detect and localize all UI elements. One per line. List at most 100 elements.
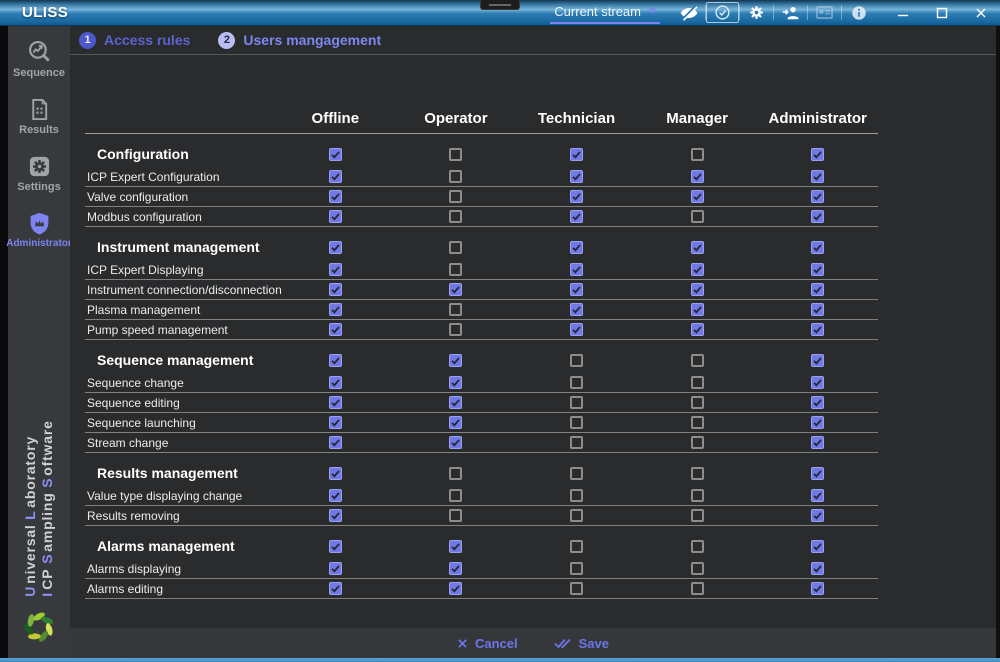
checkbox-instrument-connection-disconnection-manager[interactable]	[690, 283, 704, 296]
checkbox-sequence-management-operator[interactable]	[449, 353, 463, 367]
checkbox-value-type-displaying-change-manager[interactable]	[690, 489, 704, 502]
sidebar-item-sequence[interactable]: Sequence	[8, 39, 70, 79]
maximize-button[interactable]	[922, 0, 961, 25]
checkbox-icp-expert-configuration-operator[interactable]	[449, 170, 463, 183]
checkbox-modbus-configuration-administrator[interactable]	[811, 210, 825, 223]
step-users-management[interactable]: 2 Users mangagement	[218, 31, 381, 49]
checkbox-icp-expert-displaying-manager[interactable]	[690, 263, 704, 276]
checkbox-configuration-technician[interactable]	[569, 147, 583, 161]
checkbox-results-management-manager[interactable]	[690, 466, 704, 480]
checkbox-instrument-management-technician[interactable]	[569, 240, 583, 254]
sidebar-item-settings[interactable]: Settings	[8, 153, 70, 193]
cancel-button[interactable]: Cancel	[457, 636, 518, 651]
checkbox-configuration-offline[interactable]	[328, 147, 342, 161]
checkbox-sequence-management-administrator[interactable]	[811, 353, 825, 367]
save-button[interactable]: Save	[553, 636, 609, 651]
check-circle-icon[interactable]	[706, 2, 739, 23]
checkbox-results-removing-technician[interactable]	[569, 509, 583, 522]
checkbox-alarms-editing-administrator[interactable]	[811, 582, 825, 595]
checkbox-value-type-displaying-change-administrator[interactable]	[811, 489, 825, 502]
checkbox-instrument-management-administrator[interactable]	[811, 240, 825, 254]
checkbox-alarms-management-manager[interactable]	[690, 539, 704, 553]
checkbox-pump-speed-management-operator[interactable]	[449, 323, 463, 336]
checkbox-value-type-displaying-change-technician[interactable]	[569, 489, 583, 502]
checkbox-sequence-change-operator[interactable]	[449, 376, 463, 389]
minimize-button[interactable]	[883, 0, 922, 25]
checkbox-pump-speed-management-administrator[interactable]	[811, 323, 825, 336]
checkbox-alarms-editing-manager[interactable]	[690, 582, 704, 595]
sidebar-item-results[interactable]: Results	[8, 96, 70, 136]
step-access-rules[interactable]: 1 Access rules	[79, 31, 190, 49]
checkbox-alarms-displaying-offline[interactable]	[328, 562, 342, 575]
checkbox-icp-expert-displaying-offline[interactable]	[328, 263, 342, 276]
checkbox-value-type-displaying-change-operator[interactable]	[449, 489, 463, 502]
checkbox-configuration-manager[interactable]	[690, 147, 704, 161]
checkbox-results-removing-administrator[interactable]	[811, 509, 825, 522]
checkbox-icp-expert-configuration-technician[interactable]	[569, 170, 583, 183]
checkbox-icp-expert-configuration-offline[interactable]	[328, 170, 342, 183]
checkbox-results-removing-operator[interactable]	[449, 509, 463, 522]
checkbox-alarms-management-offline[interactable]	[328, 539, 342, 553]
checkbox-stream-change-technician[interactable]	[569, 436, 583, 449]
card-icon[interactable]	[808, 2, 841, 24]
checkbox-alarms-editing-technician[interactable]	[569, 582, 583, 595]
checkbox-plasma-management-administrator[interactable]	[811, 303, 825, 316]
checkbox-instrument-management-manager[interactable]	[690, 240, 704, 254]
checkbox-configuration-operator[interactable]	[449, 147, 463, 161]
checkbox-sequence-change-administrator[interactable]	[811, 376, 825, 389]
checkbox-alarms-management-administrator[interactable]	[811, 539, 825, 553]
checkbox-configuration-administrator[interactable]	[811, 147, 825, 161]
checkbox-sequence-management-manager[interactable]	[690, 353, 704, 367]
checkbox-pump-speed-management-manager[interactable]	[690, 323, 704, 336]
checkbox-valve-configuration-administrator[interactable]	[811, 190, 825, 203]
checkbox-instrument-connection-disconnection-technician[interactable]	[569, 283, 583, 296]
checkbox-sequence-launching-operator[interactable]	[449, 416, 463, 429]
checkbox-alarms-displaying-manager[interactable]	[690, 562, 704, 575]
checkbox-sequence-change-manager[interactable]	[690, 376, 704, 389]
checkbox-stream-change-offline[interactable]	[328, 436, 342, 449]
checkbox-icp-expert-configuration-manager[interactable]	[690, 170, 704, 183]
checkbox-sequence-change-offline[interactable]	[328, 376, 342, 389]
checkbox-value-type-displaying-change-offline[interactable]	[328, 489, 342, 502]
checkbox-instrument-connection-disconnection-administrator[interactable]	[811, 283, 825, 296]
checkbox-sequence-editing-offline[interactable]	[328, 396, 342, 409]
checkbox-sequence-launching-administrator[interactable]	[811, 416, 825, 429]
checkbox-results-management-operator[interactable]	[449, 466, 463, 480]
checkbox-stream-change-operator[interactable]	[449, 436, 463, 449]
checkbox-plasma-management-technician[interactable]	[569, 303, 583, 316]
checkbox-valve-configuration-technician[interactable]	[569, 190, 583, 203]
checkbox-alarms-displaying-technician[interactable]	[569, 562, 583, 575]
checkbox-valve-configuration-operator[interactable]	[449, 190, 463, 203]
gear-icon[interactable]	[740, 2, 773, 24]
checkbox-modbus-configuration-manager[interactable]	[690, 210, 704, 223]
info-icon[interactable]	[842, 2, 875, 24]
checkbox-plasma-management-offline[interactable]	[328, 303, 342, 316]
checkbox-alarms-management-operator[interactable]	[449, 539, 463, 553]
checkbox-alarms-editing-operator[interactable]	[449, 582, 463, 595]
checkbox-icp-expert-displaying-technician[interactable]	[569, 263, 583, 276]
checkbox-sequence-launching-technician[interactable]	[569, 416, 583, 429]
eye-off-icon[interactable]	[672, 2, 705, 24]
checkbox-results-removing-offline[interactable]	[328, 509, 342, 522]
checkbox-pump-speed-management-offline[interactable]	[328, 323, 342, 336]
user-arrow-icon[interactable]	[774, 2, 807, 24]
checkbox-instrument-connection-disconnection-offline[interactable]	[328, 283, 342, 296]
current-stream-selector[interactable]: Current stream	[550, 2, 660, 24]
checkbox-sequence-editing-technician[interactable]	[569, 396, 583, 409]
checkbox-results-management-technician[interactable]	[569, 466, 583, 480]
checkbox-stream-change-manager[interactable]	[690, 436, 704, 449]
checkbox-sequence-launching-manager[interactable]	[690, 416, 704, 429]
sidebar-item-administrator[interactable]: Administrator	[6, 210, 72, 249]
checkbox-valve-configuration-manager[interactable]	[690, 190, 704, 203]
checkbox-sequence-editing-operator[interactable]	[449, 396, 463, 409]
checkbox-alarms-displaying-administrator[interactable]	[811, 562, 825, 575]
checkbox-modbus-configuration-operator[interactable]	[449, 210, 463, 223]
checkbox-results-management-offline[interactable]	[328, 466, 342, 480]
checkbox-icp-expert-displaying-administrator[interactable]	[811, 263, 825, 276]
checkbox-instrument-connection-disconnection-operator[interactable]	[449, 283, 463, 296]
checkbox-valve-configuration-offline[interactable]	[328, 190, 342, 203]
checkbox-plasma-management-operator[interactable]	[449, 303, 463, 316]
checkbox-sequence-management-technician[interactable]	[569, 353, 583, 367]
close-button[interactable]	[961, 0, 1000, 25]
checkbox-sequence-management-offline[interactable]	[328, 353, 342, 367]
